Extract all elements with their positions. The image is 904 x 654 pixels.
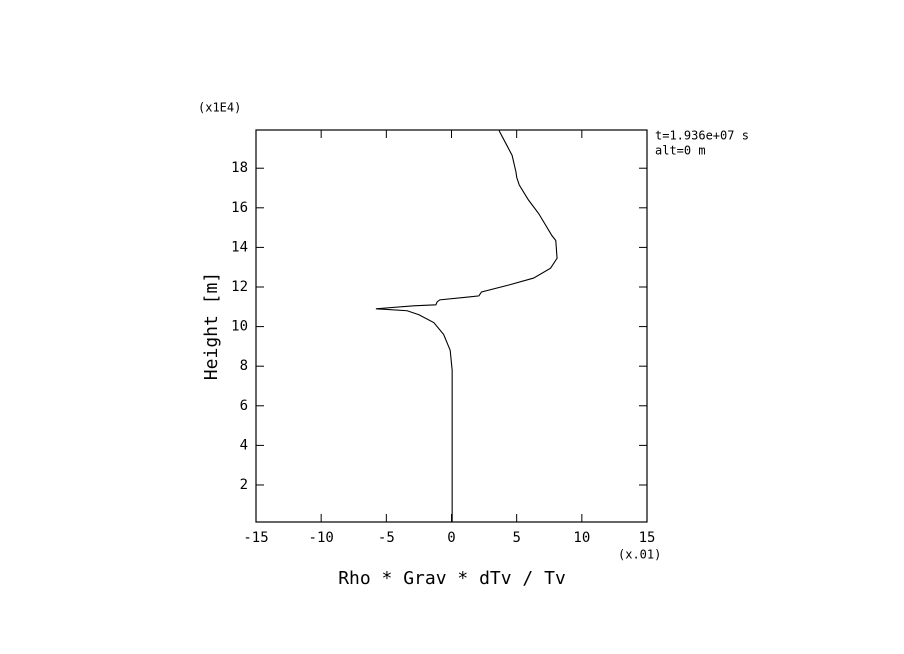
x-tick-label: -5 [378,530,395,546]
y-multiplier: (x1E4) [198,101,241,115]
y-tick-label: 6 [240,398,248,414]
y-tick-label: 8 [240,358,248,374]
y-tick-label: 4 [240,437,248,453]
y-tick-label: 12 [231,279,248,295]
y-tick-label: 18 [231,160,248,176]
x-tick-label: 0 [447,530,455,546]
x-tick-label: 15 [639,530,656,546]
y-tick-label: 16 [231,200,248,216]
annotation: t=1.936e+07 s [655,129,749,143]
x-tick-label: -10 [309,530,334,546]
x-tick-label: 5 [512,530,520,546]
x-tick-label: 10 [573,530,590,546]
y-tick-label: 14 [231,239,248,255]
x-tick-label: -15 [243,530,268,546]
data-line [375,130,558,522]
y-axis-label: Height [m] [201,272,222,380]
x-axis-label: Rho * Grav * dTv / Tv [338,568,566,589]
y-tick-label: 10 [231,319,248,335]
y-tick-label: 2 [240,477,248,493]
x-multiplier: (x.01) [618,548,661,562]
annotation: alt=0 m [655,144,706,158]
plot-frame [255,129,648,523]
